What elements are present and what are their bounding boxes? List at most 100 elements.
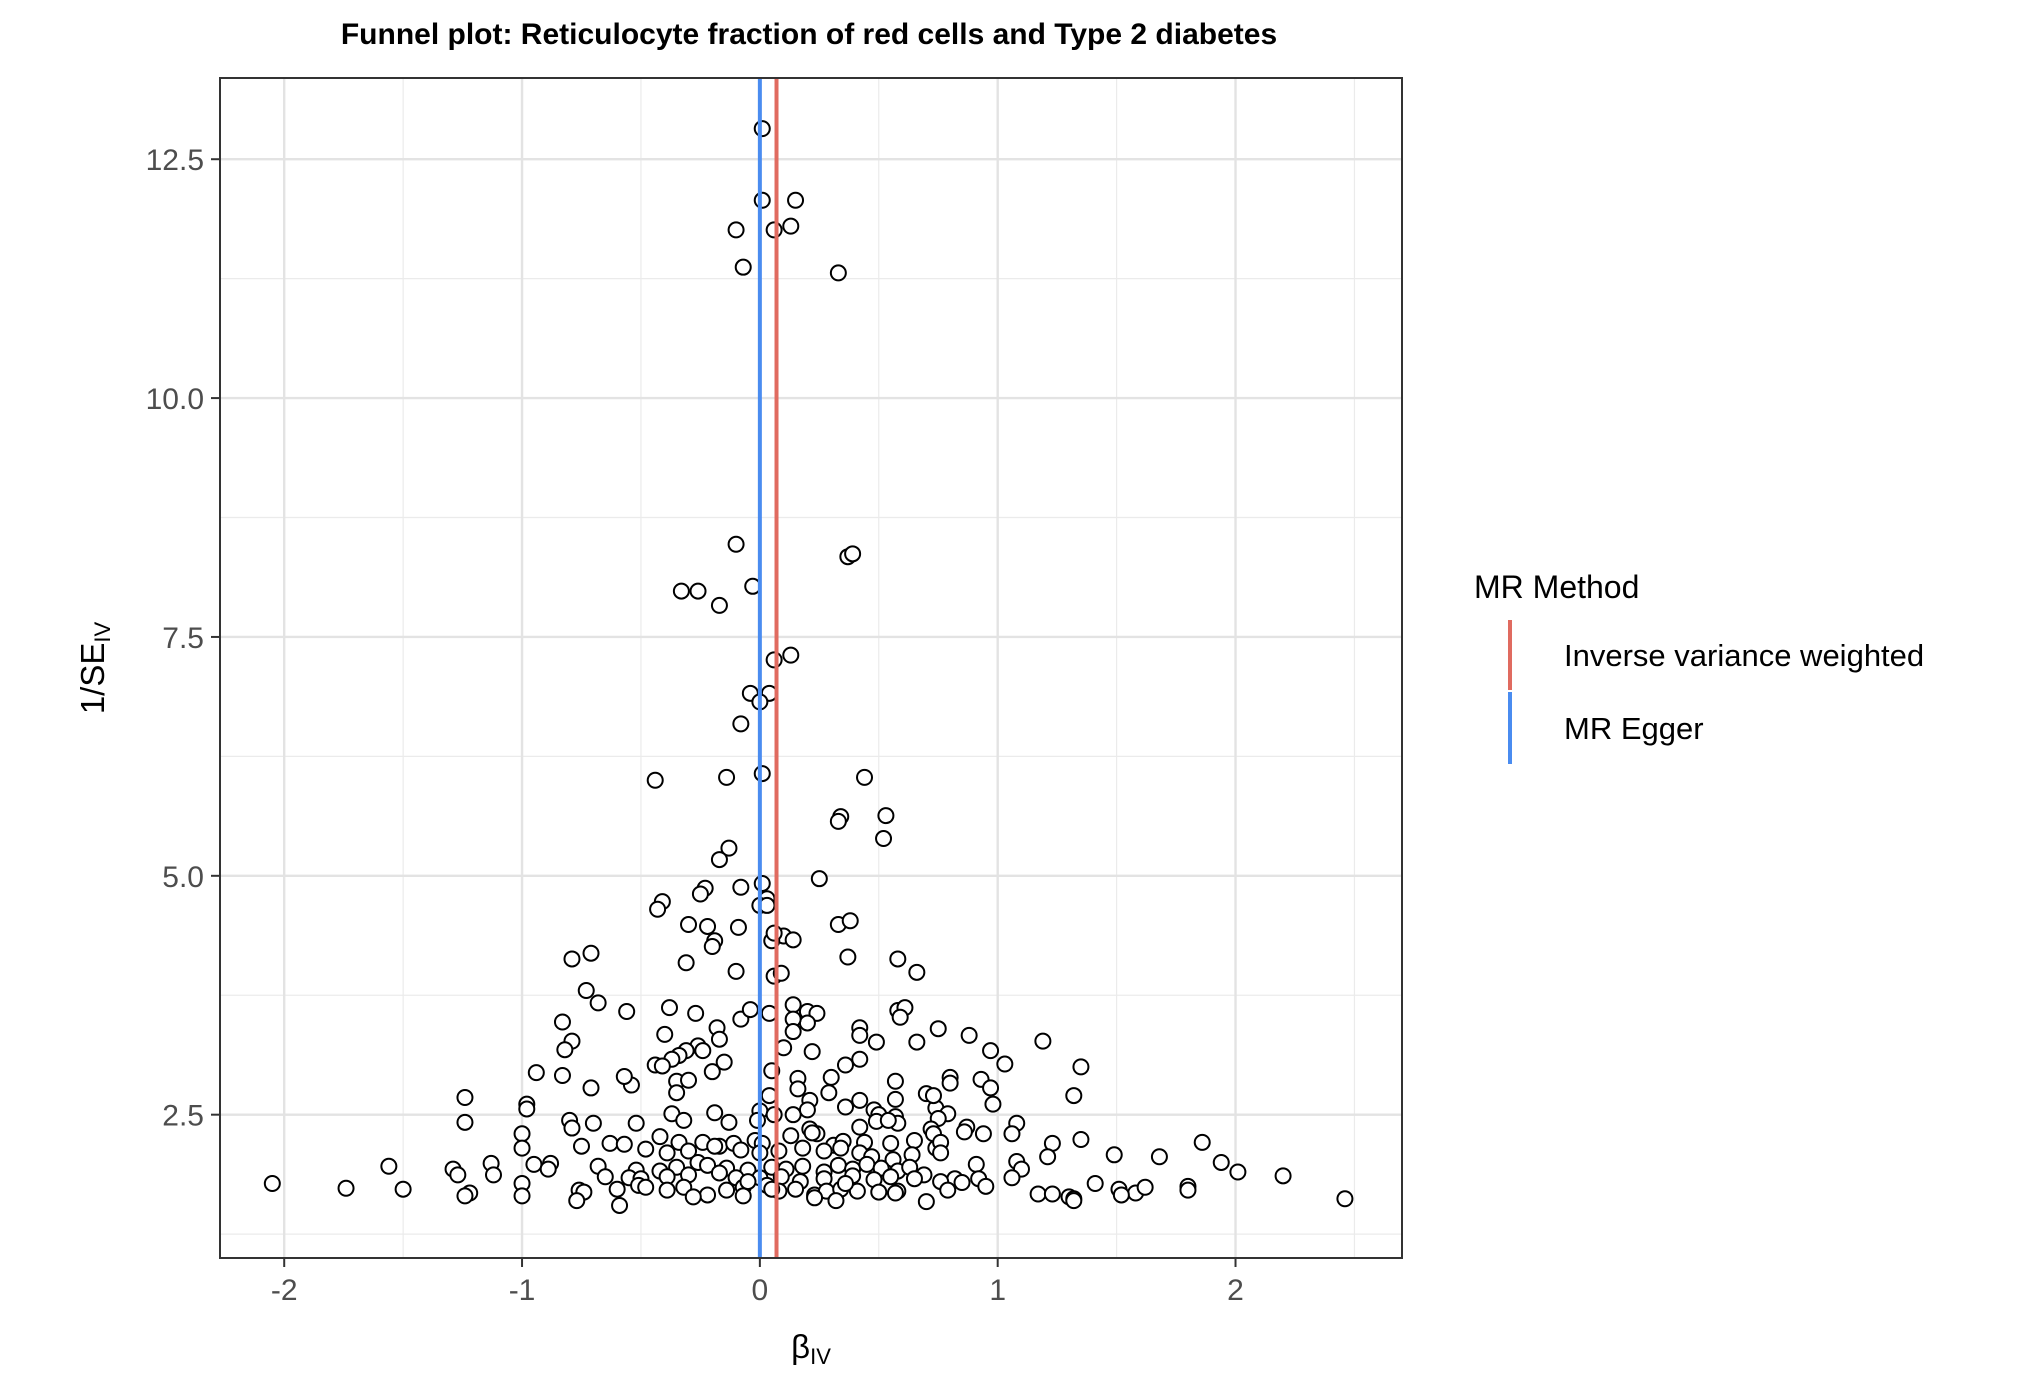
data-point	[1043, 1185, 1061, 1203]
data-point	[1229, 1163, 1247, 1181]
data-point	[680, 1071, 698, 1089]
data-point	[955, 1123, 973, 1141]
data-point	[794, 1157, 812, 1175]
data-point	[658, 1144, 676, 1162]
data-point	[699, 1186, 717, 1204]
data-point	[589, 994, 607, 1012]
data-point	[836, 1098, 854, 1116]
data-point	[782, 1127, 800, 1145]
data-point	[727, 535, 745, 553]
data-point	[637, 1178, 655, 1196]
data-point	[882, 1168, 900, 1186]
data-point	[960, 1026, 978, 1044]
x-axis-title-sub: IV	[810, 1344, 831, 1369]
data-point	[563, 950, 581, 968]
data-point	[839, 948, 857, 966]
data-point	[770, 1142, 788, 1160]
data-point	[1003, 1169, 1021, 1187]
x-axis: -2 -1 0 1 2	[271, 1258, 1244, 1307]
data-point	[691, 885, 709, 903]
data-point	[727, 962, 745, 980]
data-point	[732, 878, 750, 896]
data-point	[1179, 1181, 1197, 1199]
data-point	[1274, 1167, 1292, 1185]
data-point	[553, 1067, 571, 1085]
data-point	[1003, 1125, 1021, 1143]
data-point	[1193, 1133, 1211, 1151]
data-point	[689, 582, 707, 600]
data-point	[720, 1113, 738, 1131]
data-point	[703, 938, 721, 956]
data-point	[798, 1014, 816, 1032]
data-point	[784, 931, 802, 949]
data-point	[891, 1008, 909, 1026]
data-point	[827, 1192, 845, 1210]
data-point	[539, 1160, 557, 1178]
data-point	[832, 1139, 850, 1157]
grid-minor	[220, 78, 1402, 1258]
data-point	[525, 1155, 543, 1173]
data-point	[836, 1056, 854, 1074]
data-point	[810, 870, 828, 888]
data-point	[753, 191, 771, 209]
data-point	[513, 1139, 531, 1157]
data-point	[615, 1067, 633, 1085]
data-point	[1072, 1131, 1090, 1149]
legend-title: MR Method	[1474, 569, 1639, 605]
data-point	[941, 1074, 959, 1092]
data-point	[932, 1144, 950, 1162]
data-point	[782, 217, 800, 235]
data-point	[556, 1041, 574, 1059]
data-point	[803, 1043, 821, 1061]
data-point	[684, 1188, 702, 1206]
data-point	[803, 1124, 821, 1142]
data-point	[727, 221, 745, 239]
data-point	[794, 1139, 812, 1157]
data-point	[582, 944, 600, 962]
data-point	[706, 1137, 724, 1155]
data-point	[615, 1135, 633, 1153]
data-point	[851, 1026, 869, 1044]
data-point	[886, 1184, 904, 1202]
chart-title: Funnel plot: Reticulocyte fraction of re…	[341, 18, 1277, 51]
data-point	[732, 715, 750, 733]
data-point	[765, 924, 783, 942]
x-tick-label: 1	[989, 1274, 1006, 1307]
data-point	[953, 1174, 971, 1192]
data-point	[905, 1131, 923, 1149]
data-point	[582, 1079, 600, 1097]
legend-label-ivw: Inverse variance weighted	[1564, 638, 1924, 673]
data-point	[485, 1166, 503, 1184]
data-point	[337, 1179, 355, 1197]
method-lines	[757, 78, 779, 1258]
data-point	[456, 1113, 474, 1131]
data-point	[748, 1111, 766, 1129]
data-point	[577, 981, 595, 999]
data-point	[851, 1118, 869, 1136]
y-axis-title-main: 1/SE	[74, 643, 111, 715]
data-point	[867, 1033, 885, 1051]
data-point	[456, 1088, 474, 1106]
data-point	[741, 1001, 759, 1019]
data-point	[699, 917, 717, 935]
data-point	[637, 1140, 655, 1158]
data-point	[844, 545, 862, 563]
y-tick-label: 10.0	[146, 383, 204, 416]
data-point	[656, 1025, 674, 1043]
data-point	[1086, 1174, 1104, 1192]
data-point	[563, 1119, 581, 1137]
data-point	[1212, 1153, 1230, 1171]
data-point	[886, 1090, 904, 1108]
data-point	[908, 1033, 926, 1051]
y-tick-label: 2.5	[162, 1100, 204, 1133]
data-point	[706, 1104, 724, 1122]
data-point	[694, 1042, 712, 1060]
data-point	[789, 1080, 807, 1098]
data-point	[858, 1155, 876, 1173]
data-point	[734, 1187, 752, 1205]
data-point	[1065, 1192, 1083, 1210]
data-point	[449, 1166, 467, 1184]
data-point	[710, 596, 728, 614]
data-point	[982, 1042, 1000, 1060]
